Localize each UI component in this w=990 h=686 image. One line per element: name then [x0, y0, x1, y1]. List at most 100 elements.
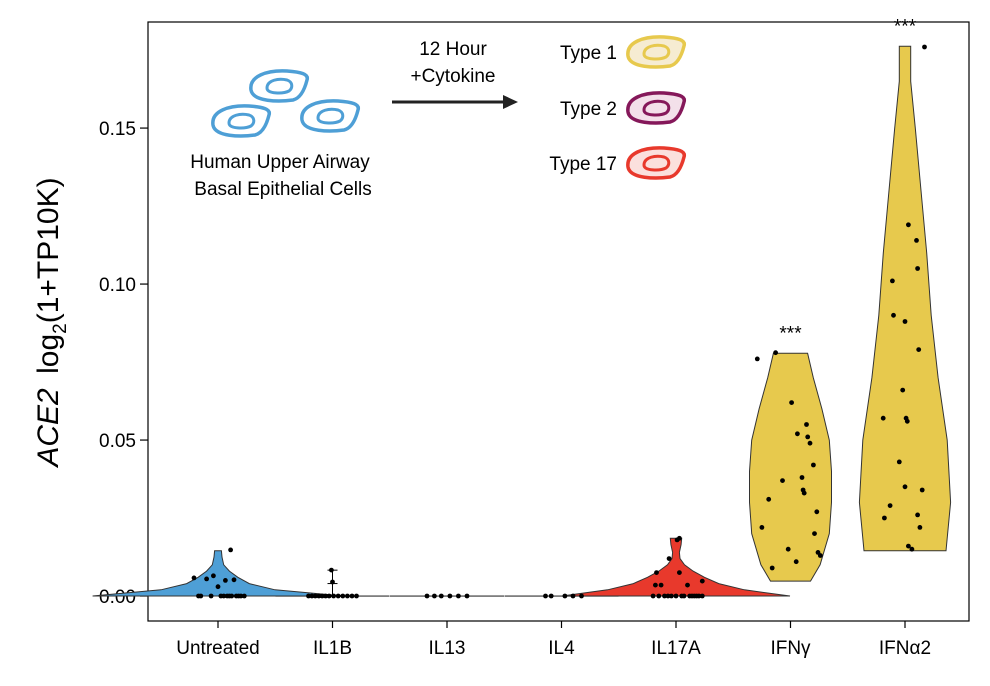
- data-point: [238, 593, 244, 599]
- data-point: [312, 593, 318, 599]
- data-point: [447, 593, 453, 599]
- x-axis: Untreated IL1B IL13 IL4 IL17A IFNγ IFNα2: [176, 621, 931, 659]
- y-axis-title: ACE2 log2(1+TP10K): [32, 177, 71, 468]
- data-point: [699, 593, 705, 599]
- data-point: [229, 593, 235, 599]
- data-point: [316, 593, 322, 599]
- data-point: [309, 593, 315, 599]
- basal-cell-icon: [300, 99, 361, 133]
- basal-cell-icon: [211, 104, 272, 138]
- data-point: [917, 525, 923, 530]
- data-point: [807, 440, 813, 446]
- data-point: [432, 593, 437, 599]
- data-point: [915, 266, 920, 271]
- violin-ifnγ: [749, 352, 832, 582]
- y-axis-title-gene: ACE2: [32, 388, 65, 469]
- data-point: [817, 553, 823, 558]
- significance-stars: ***: [779, 323, 802, 344]
- cytokine-type-legend: Type 1 Type 2 Type 17: [549, 35, 687, 180]
- data-point: [780, 478, 785, 483]
- data-point: [699, 578, 705, 584]
- data-point: [754, 356, 760, 362]
- data-point: [323, 593, 328, 599]
- data-point: [562, 593, 568, 599]
- cell-caption-line1: Human Upper Airway: [190, 152, 370, 173]
- data-point: [340, 593, 346, 599]
- data-point: [900, 387, 906, 393]
- treatment-line2: +Cytokine: [410, 66, 495, 87]
- data-point: [890, 278, 895, 284]
- data-point: [915, 512, 920, 518]
- data-point: [223, 578, 228, 583]
- data-point: [221, 593, 227, 599]
- data-point: [456, 593, 461, 599]
- legend-label: Type 1: [560, 43, 617, 64]
- x-tick-label: IFNγ: [770, 638, 811, 659]
- basal-cells-illustration: [211, 69, 361, 138]
- violin-ifnα2: [858, 45, 952, 552]
- data-point: [349, 593, 355, 599]
- data-point: [677, 570, 682, 575]
- plot-frame: [147, 21, 970, 622]
- data-point: [769, 565, 775, 571]
- data-point: [814, 509, 820, 515]
- data-point: [331, 593, 336, 599]
- data-point: [656, 593, 662, 599]
- data-point: [789, 400, 794, 405]
- data-point: [204, 576, 210, 582]
- data-point: [696, 593, 702, 599]
- data-point: [906, 543, 911, 549]
- data-point: [211, 573, 216, 579]
- x-tick-label: IL1B: [313, 638, 352, 659]
- y-axis-title-expr: log: [32, 334, 65, 374]
- data-point: [799, 475, 805, 480]
- data-point: [464, 593, 470, 599]
- data-point: [438, 593, 444, 599]
- data-point: [231, 577, 237, 583]
- data-point: [215, 584, 221, 590]
- x-tick-label: Untreated: [176, 638, 259, 659]
- data-point: [198, 593, 204, 599]
- data-point: [793, 559, 799, 565]
- data-point: [329, 567, 334, 573]
- treatment-arrow: [392, 95, 518, 109]
- data-point: [345, 593, 350, 599]
- data-point: [891, 312, 896, 318]
- data-point: [228, 547, 234, 553]
- data-point: [785, 546, 791, 552]
- violins-layer: [92, 45, 952, 597]
- data-point: [330, 579, 335, 585]
- data-point: [805, 434, 811, 440]
- data-point: [665, 593, 671, 599]
- data-point: [795, 431, 800, 437]
- points-layer: *** ***: [191, 16, 927, 599]
- data-point: [306, 593, 311, 599]
- data-point: [424, 593, 430, 599]
- data-point: [922, 44, 927, 50]
- data-point: [666, 556, 672, 561]
- data-point: [902, 319, 908, 324]
- y-axis-title-tail: (1+TP10K): [32, 177, 65, 323]
- data-point: [319, 593, 325, 599]
- data-point: [654, 570, 659, 575]
- data-point: [354, 593, 359, 599]
- data-point: [896, 459, 902, 465]
- legend-label: Type 17: [549, 154, 617, 175]
- data-point: [904, 418, 910, 424]
- data-point: [681, 593, 687, 599]
- cell-caption-line2: Basal Epithelial Cells: [194, 179, 371, 200]
- data-point: [909, 546, 915, 552]
- data-point: [191, 575, 197, 581]
- data-point: [804, 422, 809, 427]
- data-point: [916, 347, 922, 352]
- data-point: [914, 238, 919, 243]
- y-axis-title-sub: 2: [50, 323, 71, 334]
- legend-label: Type 2: [560, 99, 617, 120]
- data-point: [673, 593, 679, 599]
- data-point: [801, 490, 807, 496]
- data-point: [658, 582, 664, 588]
- y-tick-label: 0.05: [99, 431, 136, 452]
- data-point: [887, 503, 893, 508]
- treatment-line1: 12 Hour: [419, 39, 487, 60]
